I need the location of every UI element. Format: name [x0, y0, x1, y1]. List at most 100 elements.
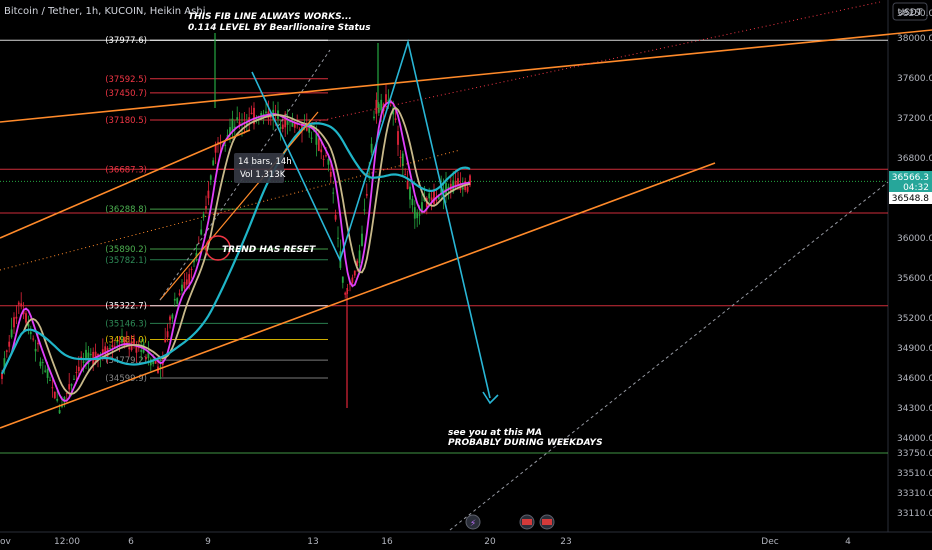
fib-level-label: (36288.8) [105, 205, 147, 215]
candle-body [361, 233, 363, 246]
candle-body [337, 237, 339, 239]
candle-body [409, 186, 411, 200]
price-tick-label: 33510.0 [897, 469, 932, 479]
flag-glyph-1 [522, 519, 532, 525]
candle-body [365, 193, 368, 196]
candle-body [140, 350, 143, 352]
channel-upper-trendline[interactable] [0, 129, 251, 239]
candle-body [317, 138, 320, 151]
time-axis[interactable]: 12:00 6 9 13 16 20 23 Dec 4 ov [0, 537, 851, 547]
lower-dotted-line[interactable] [0, 149, 461, 271]
candle-body [109, 347, 111, 349]
candle-body [75, 372, 78, 374]
time-tick-label: 12:00 [54, 537, 80, 547]
drawings[interactable] [0, 1, 932, 531]
event-icons[interactable]: ⚡ [465, 514, 555, 530]
trend-reset-note[interactable]: TREND HAS RESET [222, 245, 316, 255]
candle-body [212, 160, 215, 166]
candle-body [193, 260, 195, 263]
candle-body [327, 158, 330, 165]
upper-dotted-line[interactable] [299, 1, 881, 126]
candle-body [406, 181, 409, 189]
candle-body [404, 174, 407, 176]
candle-body [219, 143, 222, 145]
horizontal-levels [0, 39, 888, 454]
candle-body [320, 149, 323, 153]
price-tick-label: 35600.0 [897, 274, 932, 284]
ma-note-line1[interactable]: see you at this MA [448, 428, 542, 438]
candle-body [152, 360, 155, 365]
candle-body [435, 199, 438, 201]
candle-body [325, 155, 327, 157]
time-tick-label: 23 [560, 537, 571, 547]
candle-body [121, 339, 123, 343]
time-tick-label: 6 [128, 537, 134, 547]
candle-body [111, 345, 114, 348]
fib-note-line2[interactable]: 0.114 LEVEL BY Bearllionaire Status [188, 23, 371, 33]
candle-body [421, 202, 423, 212]
candle-body [173, 298, 176, 301]
candle-body [437, 196, 440, 200]
candle-body [416, 212, 419, 219]
measure-volume: Vol 1.313K [240, 170, 286, 180]
candle-body [430, 197, 433, 201]
candle-body [101, 349, 104, 354]
candle-body [315, 133, 318, 145]
candle-body [171, 314, 174, 319]
candle-body [97, 353, 99, 356]
bar-countdown: 04:32 [903, 183, 929, 193]
time-tick-label: Dec [761, 537, 778, 547]
candle-body [25, 313, 27, 323]
candle-body [248, 117, 251, 123]
currency-badge-label[interactable]: USDT [898, 8, 923, 18]
ma-fast-line[interactable] [1, 100, 471, 402]
candle-body [51, 387, 54, 389]
candle-body [68, 384, 71, 390]
candle-body [322, 158, 325, 160]
fib-note-line1[interactable]: THIS FIB LINE ALWAYS WORKS... [188, 12, 352, 22]
candle-body [293, 123, 296, 128]
candle-body [147, 350, 150, 359]
candle-body [41, 362, 44, 364]
candle-body [29, 331, 32, 335]
price-tick-label: 33310.0 [897, 489, 932, 499]
candle-body [89, 354, 92, 356]
measure-tooltip: 14 bars, 14h Vol 1.313K [234, 153, 292, 183]
currency-badge-box[interactable] [892, 2, 928, 21]
candle-body [63, 397, 66, 403]
trend-reset-circle[interactable] [205, 235, 231, 261]
candle-body [123, 337, 126, 346]
second-price-tag-box [889, 192, 932, 204]
candle-body [49, 379, 51, 381]
candle-body [466, 186, 469, 192]
candle-body [433, 189, 435, 205]
candle-body [10, 329, 13, 338]
candle-body [233, 126, 236, 128]
candle-body [334, 214, 337, 220]
candle-body [58, 410, 61, 414]
price-tick-label: 37200.0 [897, 114, 932, 124]
upper-resistance-trendline[interactable] [0, 29, 932, 123]
candle-body [195, 252, 198, 258]
short-rising-line[interactable] [159, 111, 319, 301]
ma-note-line2[interactable]: PROBABLY DURING WEEKDAYS [448, 438, 603, 448]
candle-body [205, 206, 207, 209]
currency-badge[interactable]: USDT [892, 2, 928, 21]
ma-slow-line[interactable] [1, 122, 471, 375]
time-tick-edge-label: ov [0, 537, 12, 547]
candle-body [37, 342, 39, 345]
projection-path[interactable] [251, 38, 491, 399]
last-price-value: 36566.3 [892, 173, 929, 183]
candle-body [329, 171, 332, 177]
fib-level-label: (34599.9) [105, 374, 147, 384]
fib-level-label: (35782.1) [105, 256, 147, 266]
candle-body [77, 366, 80, 372]
candle-body [370, 143, 373, 153]
rising-support-trendline[interactable] [0, 162, 716, 429]
price-tick-label: 34600.0 [897, 374, 932, 384]
lightning-icon[interactable] [465, 514, 481, 530]
candle-body [255, 118, 258, 121]
